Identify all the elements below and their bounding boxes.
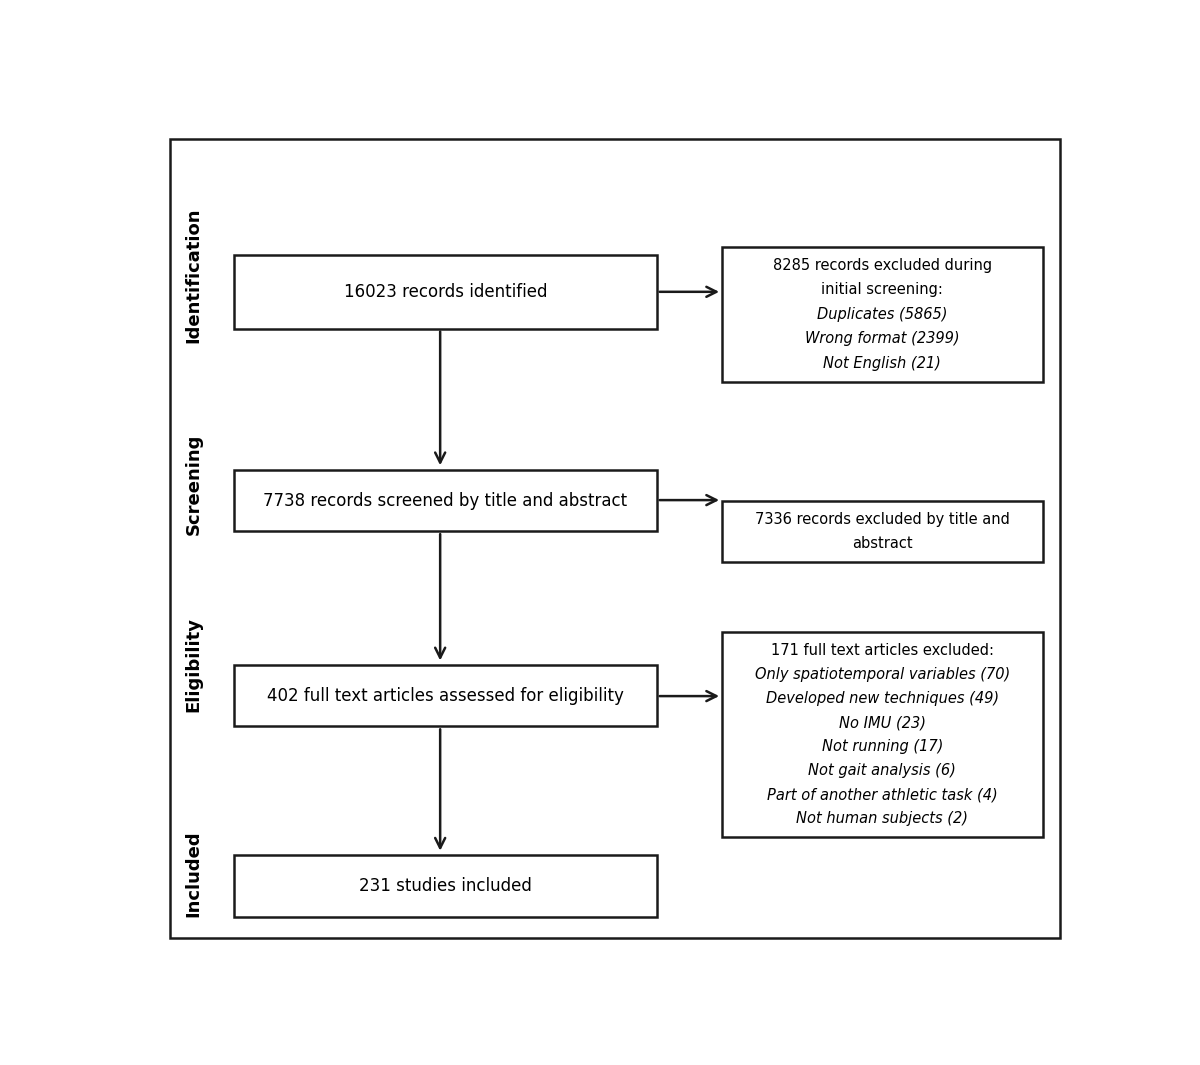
Bar — [234, 470, 656, 531]
Text: 7336 records excluded by title and: 7336 records excluded by title and — [755, 512, 1010, 527]
Text: Identification: Identification — [185, 208, 203, 343]
Text: 8285 records excluded during: 8285 records excluded during — [773, 258, 992, 273]
Text: No IMU (23): No IMU (23) — [839, 715, 926, 731]
Bar — [234, 255, 656, 329]
Text: abstract: abstract — [852, 537, 913, 552]
Text: Not gait analysis (6): Not gait analysis (6) — [809, 764, 956, 779]
Text: Not English (21): Not English (21) — [823, 356, 941, 371]
Bar — [722, 501, 1043, 562]
Text: Developed new techniques (49): Developed new techniques (49) — [766, 691, 998, 706]
Text: Not human subjects (2): Not human subjects (2) — [797, 812, 968, 826]
Text: Only spatiotemporal variables (70): Only spatiotemporal variables (70) — [755, 667, 1010, 683]
Text: initial screening:: initial screening: — [822, 282, 943, 297]
Bar — [722, 247, 1043, 382]
Text: 171 full text articles excluded:: 171 full text articles excluded: — [770, 643, 994, 658]
Text: Included: Included — [185, 831, 203, 917]
Text: 231 studies included: 231 studies included — [359, 876, 532, 895]
Text: 16023 records identified: 16023 records identified — [343, 283, 547, 300]
Bar — [234, 855, 656, 917]
Text: Eligibility: Eligibility — [185, 618, 203, 712]
Text: 7738 records screened by title and abstract: 7738 records screened by title and abstr… — [263, 492, 628, 509]
Text: Duplicates (5865): Duplicates (5865) — [817, 307, 948, 322]
Bar — [722, 633, 1043, 837]
Text: 402 full text articles assessed for eligibility: 402 full text articles assessed for elig… — [266, 687, 624, 705]
Bar — [234, 665, 656, 726]
Text: Wrong format (2399): Wrong format (2399) — [805, 331, 960, 346]
Text: Part of another athletic task (4): Part of another athletic task (4) — [767, 787, 997, 802]
Text: Not running (17): Not running (17) — [822, 739, 943, 754]
Text: Screening: Screening — [185, 433, 203, 536]
